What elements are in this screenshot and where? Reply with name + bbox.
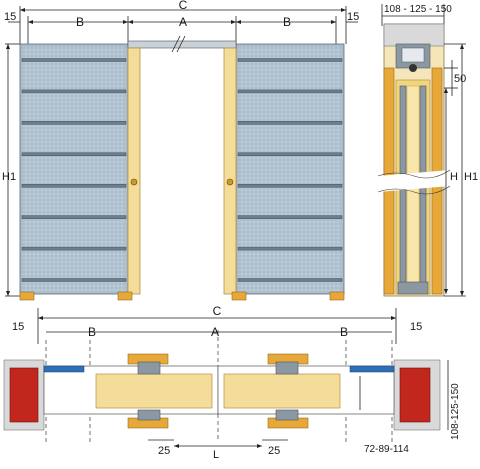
cassette-rail — [237, 278, 343, 282]
floor-block — [231, 291, 247, 301]
cassette-rail — [21, 121, 127, 125]
plan-section: C 15 B A B 15 — [3, 304, 461, 461]
roller-icon — [409, 64, 417, 72]
dim-label-plan-wall: 108-125-150 — [450, 383, 461, 440]
cassette-rail — [21, 215, 127, 219]
right-door-plan — [223, 373, 341, 409]
right-cassette-mesh — [238, 46, 342, 292]
dim-label-15-plan-right: 15 — [410, 321, 422, 333]
right-gasket — [349, 365, 395, 373]
left-door-handle — [130, 178, 138, 186]
dim-label-plan-door: 72-89-114 — [364, 444, 409, 455]
dim-label-h1-left: H1 — [2, 171, 16, 183]
cassette-rail — [237, 246, 343, 251]
left-gasket — [43, 365, 85, 373]
dim-label-15-top-left: 15 — [4, 11, 16, 23]
cassette-rail — [237, 183, 343, 188]
dim-label-side-h1: H1 — [464, 171, 478, 183]
dim-label-b-plan-right: B — [340, 325, 348, 339]
right-wall-brick — [399, 367, 431, 423]
cassette-rail — [21, 246, 127, 251]
cassette-rail — [21, 183, 127, 188]
cassette-rail — [237, 215, 343, 219]
dim-label-a-top: A — [179, 15, 187, 29]
dim-label-15-plan-left: 15 — [12, 321, 24, 333]
dim-label-b-plan-left: B — [88, 325, 96, 339]
floor-block — [329, 291, 345, 301]
dim-label-c-top: C — [179, 0, 188, 12]
left-wall-brick — [9, 367, 39, 423]
cassette-rail — [21, 152, 127, 157]
dim-label-b-top-right: B — [283, 15, 291, 29]
right-door-handle — [226, 178, 234, 186]
cassette-rail — [21, 58, 127, 62]
dim-label-25-right: 25 — [268, 445, 280, 457]
dim-label-side-width: 108 - 125 - 150 — [384, 4, 452, 15]
front-elevation: C B A B 15 15 H1 — [2, 0, 359, 301]
left-door-plan — [95, 373, 213, 409]
dim-label-side-50: 50 — [454, 73, 466, 85]
side-section: 108 - 125 - 150 50 H H1 — [377, 4, 478, 297]
left-cassette-mesh — [22, 46, 126, 292]
cassette-rail — [237, 152, 343, 157]
dim-label-side-h: H — [450, 171, 458, 183]
cassette-rail — [21, 278, 127, 282]
floor-block — [117, 291, 133, 301]
dim-label-a-plan: A — [211, 325, 219, 339]
dim-label-15-top-right: 15 — [347, 11, 359, 23]
dim-label-c-plan: C — [213, 304, 222, 318]
cassette-rail — [237, 121, 343, 125]
dim-label-25-left: 25 — [158, 445, 170, 457]
left-door-leaf — [127, 47, 141, 295]
right-cassette-rails — [237, 58, 343, 282]
top-track — [127, 40, 237, 49]
dim-label-b-top-left: B — [76, 15, 84, 29]
cassette-rail — [21, 89, 127, 94]
left-cassette-rails — [21, 58, 127, 282]
cassette-rail — [237, 89, 343, 94]
floor-block — [19, 291, 35, 301]
right-door-leaf — [223, 47, 237, 295]
dim-label-l: L — [213, 449, 219, 461]
cassette-rail — [237, 58, 343, 62]
